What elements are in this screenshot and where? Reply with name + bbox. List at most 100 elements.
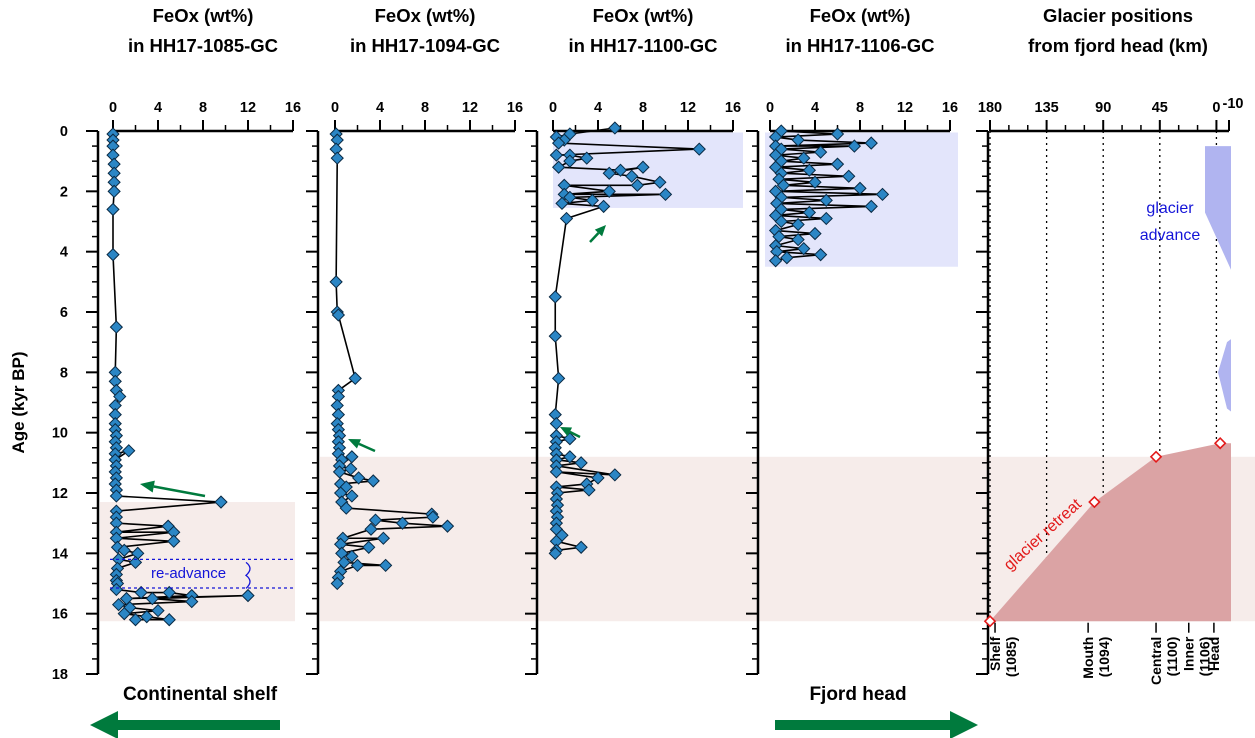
data-point — [108, 374, 122, 389]
data-point — [557, 178, 571, 192]
x-tick-label: 0 — [1212, 100, 1220, 116]
data-point — [348, 371, 362, 386]
data-point — [813, 145, 828, 159]
data-point — [368, 513, 383, 527]
data-point — [107, 166, 121, 180]
age-axis: 0 2 4 6 8 10 12 14 16 18 Age (kyr BP) — [9, 124, 990, 683]
x-tick-label: 4 — [376, 100, 384, 116]
data-point — [864, 199, 878, 214]
data-point — [111, 597, 126, 612]
data-point — [613, 163, 628, 177]
panel-title-line2: in HH17-1085-GC — [128, 35, 278, 56]
x-tick-label: -10 — [1223, 96, 1244, 112]
data-point — [214, 495, 228, 509]
data-point — [549, 148, 564, 162]
data-point — [548, 546, 562, 560]
data-point — [853, 181, 867, 195]
site-core-label: (1085) — [1003, 637, 1019, 677]
data-point — [376, 531, 391, 545]
data-point — [109, 531, 124, 545]
data-point — [378, 558, 393, 573]
data-point — [345, 489, 359, 503]
data-point — [109, 489, 124, 503]
data-point — [185, 594, 199, 609]
panel-title-line2: in HH17-1106-GC — [785, 35, 934, 56]
data-point — [108, 365, 122, 379]
data-point — [128, 555, 143, 570]
data-point — [106, 202, 120, 217]
data-point — [574, 456, 588, 470]
data-point — [819, 193, 833, 208]
data-point — [330, 151, 344, 165]
y-tick-label: 12 — [52, 486, 68, 502]
x-tick-label: 16 — [942, 100, 958, 116]
glacier-retreat-area — [990, 443, 1231, 622]
series-line — [112, 134, 249, 621]
data-point — [770, 245, 784, 259]
data-point — [426, 510, 440, 524]
data-point — [776, 178, 791, 192]
data-point — [563, 154, 577, 168]
arrow-1085-shaft — [153, 485, 206, 498]
panel-title-line2: from fjord head (km) — [1028, 35, 1208, 56]
bottom-label-shelf: Continental shelf — [123, 684, 278, 705]
arrow-1100-lower-shaft — [569, 430, 581, 439]
data-point — [145, 591, 160, 606]
site-label: Shelf — [987, 636, 1003, 671]
x-tick-label: 4 — [811, 100, 819, 116]
data-point — [608, 121, 622, 135]
y-tick-label: 0 — [60, 124, 68, 140]
data-point — [768, 130, 783, 144]
data-point — [875, 187, 890, 201]
data-point — [780, 251, 794, 265]
x-tick-label: 8 — [421, 100, 429, 116]
x-tick-label: 4 — [154, 100, 162, 116]
y-tick-label: 16 — [52, 607, 68, 623]
site-label: Mouth — [1080, 637, 1096, 679]
panel-title-line1: FeOx (wt%) — [153, 5, 254, 26]
x-tick-label: 12 — [240, 100, 256, 116]
data-point — [549, 416, 564, 431]
data-point — [630, 178, 645, 192]
panel-2: FeOx (wt%) in HH17-1094-GC 0 4 8 12 16 — [329, 5, 523, 591]
data-point — [109, 582, 124, 597]
data-point — [813, 248, 828, 262]
arrow-1085-head — [140, 480, 155, 493]
x-tick-label: 8 — [856, 100, 864, 116]
arrow-1100-upper-shaft — [589, 232, 600, 243]
data-point — [847, 139, 862, 153]
x-tick-label: 8 — [199, 100, 207, 116]
data-point — [580, 151, 594, 165]
arrow-fjord-head-head — [950, 711, 978, 738]
data-point — [797, 242, 811, 256]
bottom-label-fjord: Fjord head — [809, 684, 906, 705]
y-tick-label: 18 — [52, 667, 68, 683]
data-point — [106, 139, 120, 153]
x-tick-label: 45 — [1152, 100, 1168, 116]
data-point — [768, 254, 783, 268]
data-point — [802, 205, 817, 220]
data-point — [330, 398, 344, 413]
y-tick-label: 8 — [60, 365, 68, 381]
data-point — [819, 211, 833, 226]
data-point — [122, 444, 136, 458]
data-point — [658, 187, 673, 201]
data-point — [162, 585, 176, 600]
x-tick-label: 12 — [680, 100, 696, 116]
data-point — [140, 610, 154, 624]
data-point — [548, 329, 562, 343]
data-point — [362, 540, 376, 554]
data-point — [653, 175, 667, 189]
y-tick-label: 10 — [52, 426, 68, 442]
data-point — [549, 534, 564, 548]
data-point — [842, 169, 856, 183]
glacier-advance-shape-2 — [1218, 339, 1231, 412]
readvance-brace — [244, 561, 251, 589]
x-tick-label: 4 — [594, 100, 602, 116]
data-point — [551, 371, 566, 386]
advance-band-1106 — [765, 132, 958, 267]
data-point — [241, 588, 255, 603]
data-point — [791, 217, 805, 232]
arrow-1100-lower-head — [560, 427, 573, 437]
